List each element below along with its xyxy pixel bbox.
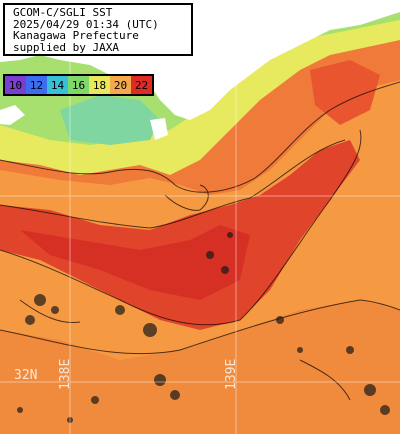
legend-cell-10: 10 [5, 76, 26, 94]
isotherm-contours [0, 81, 400, 401]
latitude-label: 32N [14, 368, 38, 383]
info-supplier: supplied by JAXA [13, 40, 119, 54]
longitude-label-east: 139E [224, 358, 239, 390]
legend-cell-14: 14 [47, 76, 68, 94]
land-west [0, 105, 25, 125]
legend-cell-16: 16 [68, 76, 89, 94]
info-title: GCOM-C/SGLI SST [13, 6, 113, 19]
cloud-speckles [17, 232, 390, 423]
land-cape [150, 118, 168, 140]
info-timestamp: 2025/04/29 01:34 (UTC) [13, 17, 159, 31]
legend-cell-12: 12 [26, 76, 47, 94]
land-peninsula [212, 35, 245, 70]
bay-water [60, 95, 160, 145]
south-water [0, 300, 400, 434]
legend-cell-18: 18 [89, 76, 110, 94]
warm-eddy-east [310, 60, 380, 125]
temperature-legend: 10 12 14 16 18 20 22 [3, 74, 154, 96]
info-box: GCOM-C/SGLI SST 2025/04/29 01:34 (UTC) K… [3, 3, 193, 56]
legend-cell-22: 22 [131, 76, 152, 94]
warm-water-core [0, 140, 360, 330]
longitude-label-west: 138E [58, 358, 73, 390]
info-region: Kanagawa Prefecture [13, 29, 139, 42]
hot-water-core [20, 225, 250, 300]
legend-cell-20: 20 [110, 76, 131, 94]
